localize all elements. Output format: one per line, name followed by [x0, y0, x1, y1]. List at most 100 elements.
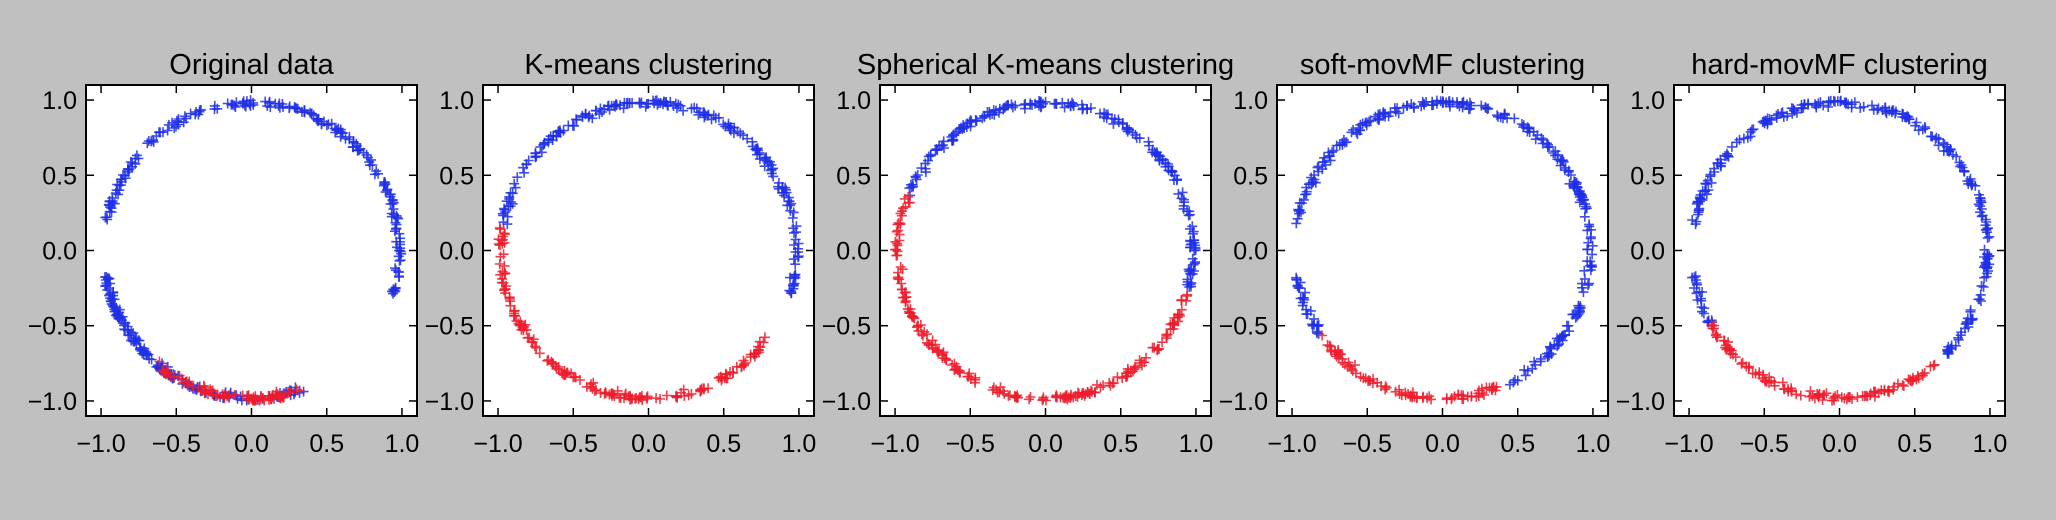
data-point	[500, 268, 511, 279]
data-point	[1556, 331, 1567, 342]
data-point	[1804, 391, 1815, 402]
data-point	[1830, 391, 1841, 402]
data-point	[1422, 392, 1433, 403]
data-point	[965, 121, 976, 132]
data-point	[219, 389, 230, 400]
data-point	[1435, 96, 1446, 107]
data-point	[1437, 98, 1448, 109]
data-point	[1761, 376, 1772, 387]
data-point	[119, 318, 130, 329]
data-point	[1479, 389, 1489, 400]
data-point	[1783, 386, 1794, 397]
data-point	[790, 269, 801, 280]
data-point	[1171, 175, 1182, 186]
x-tick-label: 0.5	[1103, 430, 1138, 458]
data-point	[939, 353, 950, 364]
data-point	[1004, 390, 1015, 401]
data-point	[394, 267, 405, 277]
data-point	[1378, 108, 1389, 119]
y-tick-label: −0.5	[1219, 313, 1268, 341]
data-point	[1565, 170, 1576, 180]
data-point	[1841, 394, 1852, 405]
data-point	[937, 140, 948, 150]
data-point	[1723, 337, 1734, 348]
panel-title: Spherical K-means clustering	[857, 49, 1234, 81]
data-point	[724, 123, 735, 134]
data-point	[1308, 177, 1319, 188]
data-point	[977, 113, 988, 124]
data-point	[230, 390, 240, 401]
x-tick-label: 1.0	[385, 430, 420, 458]
data-point	[906, 179, 916, 190]
data-point	[1748, 124, 1759, 135]
data-point	[1101, 109, 1112, 120]
data-point	[143, 136, 154, 146]
data-point	[1578, 287, 1589, 298]
data-point	[660, 97, 671, 108]
plot-area	[86, 85, 417, 416]
data-point	[1143, 136, 1154, 147]
data-point	[499, 260, 510, 271]
data-point	[205, 384, 216, 395]
data-point	[715, 371, 726, 382]
data-point	[773, 181, 783, 192]
data-point	[925, 149, 936, 160]
data-point	[299, 105, 310, 116]
data-point	[1897, 380, 1908, 391]
data-point	[366, 154, 376, 165]
data-point	[101, 280, 112, 291]
data-point	[1690, 271, 1701, 282]
data-point	[1981, 271, 1992, 282]
data-point	[957, 124, 968, 135]
data-point	[626, 394, 637, 405]
data-point	[752, 143, 763, 154]
x-tick-label: −1.0	[1267, 430, 1316, 458]
data-point	[542, 355, 553, 366]
data-point	[930, 339, 941, 350]
data-point	[634, 392, 645, 403]
data-point	[1542, 348, 1552, 359]
data-point	[785, 272, 795, 283]
data-point	[1076, 99, 1087, 110]
y-tick-label: 0.0	[439, 238, 474, 266]
data-point	[165, 371, 176, 381]
y-tick-label: 0.0	[42, 238, 77, 266]
data-point	[1188, 226, 1199, 237]
data-point	[1121, 124, 1132, 135]
data-point	[1372, 113, 1383, 124]
data-point	[1919, 367, 1930, 378]
data-point	[1328, 145, 1339, 156]
data-point	[599, 104, 610, 115]
data-point	[683, 390, 694, 401]
data-point	[954, 367, 965, 378]
data-point	[105, 296, 116, 307]
data-point	[163, 119, 174, 130]
data-point	[1747, 368, 1758, 379]
data-points	[99, 95, 407, 406]
data-point	[394, 228, 405, 239]
data-point	[1579, 273, 1590, 284]
data-point	[1795, 390, 1806, 401]
data-point	[159, 368, 170, 379]
data-point	[1441, 394, 1452, 405]
data-point	[754, 154, 765, 164]
data-point	[1176, 304, 1187, 315]
data-point	[1331, 351, 1342, 362]
data-point	[1462, 391, 1473, 402]
y-tick-label: 1.0	[42, 87, 77, 115]
data-point	[1582, 225, 1593, 236]
data-point	[1136, 357, 1147, 368]
data-point	[994, 107, 1004, 118]
data-point	[1692, 209, 1703, 220]
data-point	[1108, 377, 1119, 388]
data-point	[963, 371, 974, 382]
y-tick-label: −1.0	[822, 388, 871, 416]
data-point	[1037, 98, 1048, 109]
data-point	[227, 99, 238, 110]
data-point	[670, 98, 681, 109]
data-point	[1350, 368, 1361, 379]
data-point	[793, 252, 804, 263]
data-point	[1178, 200, 1189, 211]
data-point	[891, 250, 902, 261]
data-point	[609, 391, 620, 401]
